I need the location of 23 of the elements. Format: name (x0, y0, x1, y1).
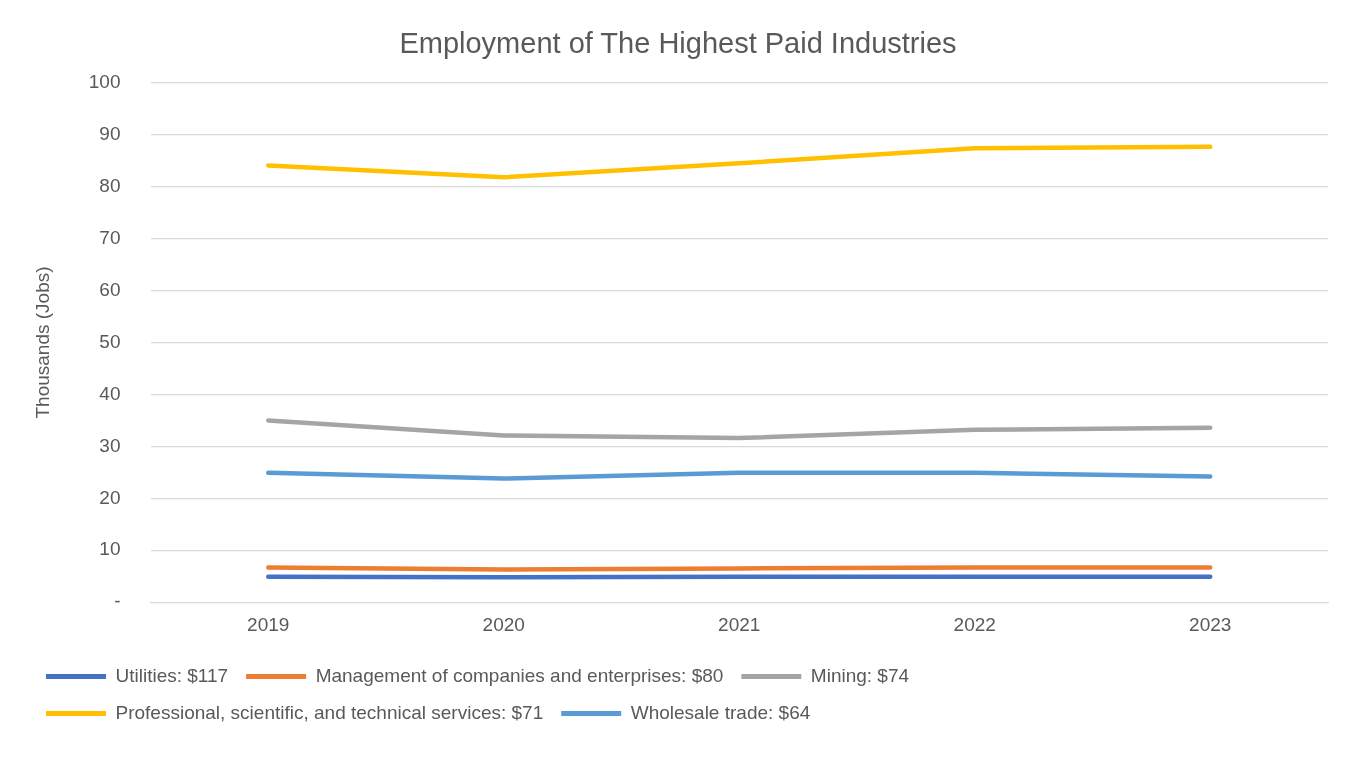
legend-label: Mining: $74 (810, 664, 910, 686)
y-tick-label: 10 (99, 538, 121, 560)
y-tick-label: 80 (99, 174, 121, 196)
y-tick-label: 70 (99, 226, 121, 248)
y-tick-label: 20 (99, 486, 121, 508)
legend-label: Professional, scientific, and technical services: $71 (115, 701, 544, 723)
y-axis-title: Thousands (Jobs) (31, 266, 53, 419)
y-tick-label: 50 (99, 330, 121, 352)
y-tick-label: 30 (99, 434, 121, 456)
legend-label: Wholesale trade: $64 (630, 701, 811, 723)
x-tick-label: 2019 (247, 613, 290, 635)
x-tick-label: 2021 (718, 613, 761, 635)
chart-title: Employment of The Highest Paid Industries (399, 27, 957, 60)
y-tick-label: 100 (88, 71, 121, 93)
x-tick-label: 2023 (1189, 613, 1232, 635)
x-tick-label: 2022 (953, 613, 996, 635)
y-tick-label: 40 (99, 382, 121, 404)
legend-label: Management of companies and enterprises: $80 (315, 664, 724, 686)
x-tick-label: 2020 (482, 613, 525, 635)
y-tick-label: 90 (99, 122, 121, 144)
y-tick-label: - (114, 590, 121, 612)
y-tick-label: 60 (99, 278, 121, 300)
legend-label: Utilities: $117 (115, 664, 229, 686)
